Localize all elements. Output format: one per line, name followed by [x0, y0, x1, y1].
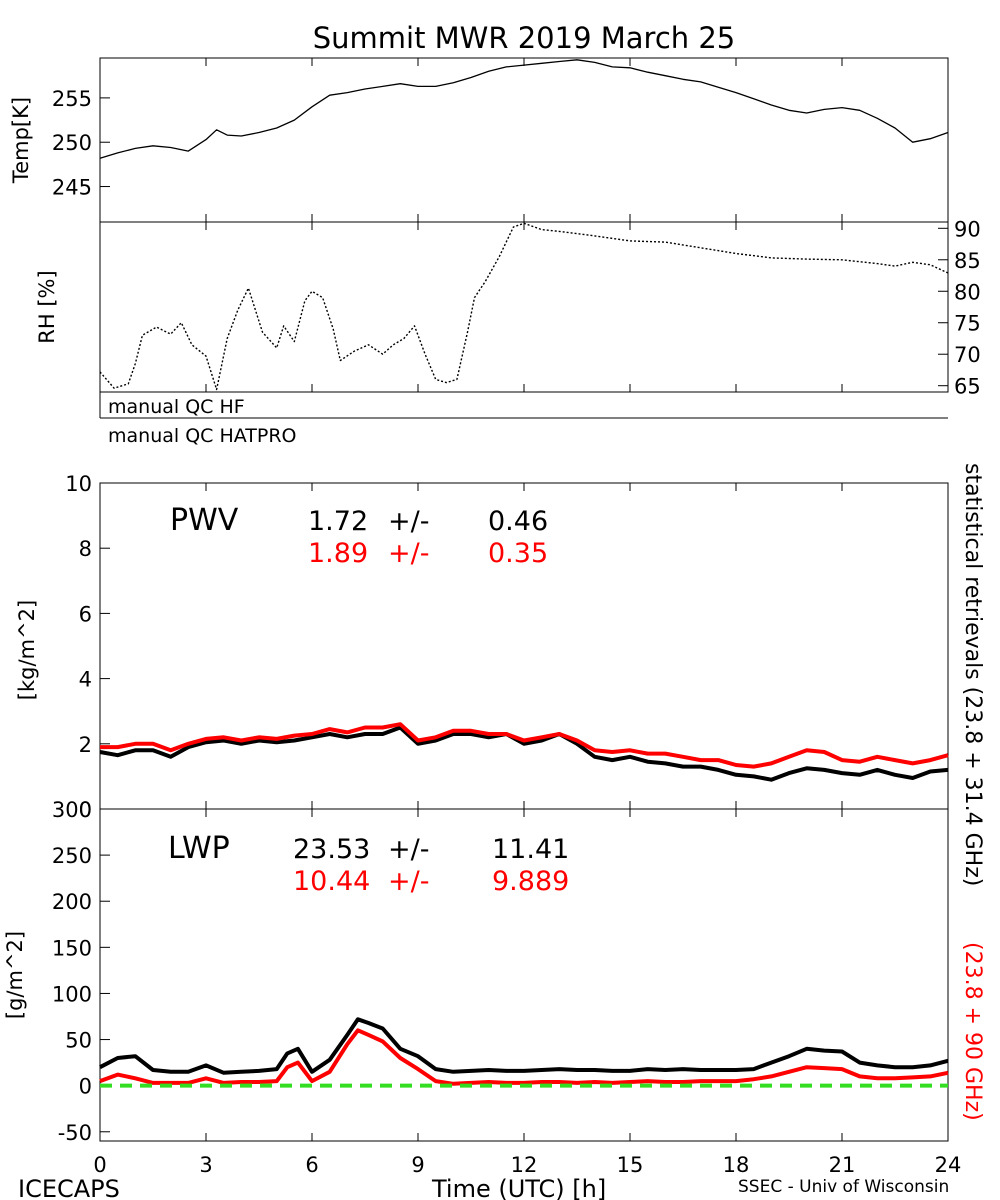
rh-ytick-label: 90	[954, 217, 981, 241]
pwv-ylabel: [kg/m^2]	[15, 600, 39, 700]
pwv-black-mean: 1.72	[308, 506, 368, 537]
lwp-black-mean: 23.53	[293, 834, 370, 865]
lwp-red-sd: 9.889	[492, 866, 569, 897]
qc-hf-label: manual QC HF	[108, 396, 245, 418]
lwp-red-pm: +/-	[388, 866, 429, 897]
xtick-label: 12	[511, 1153, 538, 1177]
temp-ytick-label: 250	[52, 131, 92, 155]
footer-right: SSEC - Univ of Wisconsin	[738, 1177, 949, 1197]
rh-ylabel: RH [%]	[35, 270, 59, 343]
side-label-red: (23.8 + 90 GHz)	[960, 942, 985, 1121]
side-label-black: statistical retrievals (23.8 + 31.4 GHz)	[960, 463, 985, 886]
pwv-label: PWV	[170, 503, 239, 538]
pwv-ytick-label: 2	[79, 733, 92, 757]
lwp-ytick-label: 250	[52, 844, 92, 868]
lwp-ytick-label: 150	[52, 936, 92, 960]
pwv-black-sd: 0.46	[488, 506, 548, 537]
lwp-ytick-label: 50	[65, 1029, 92, 1053]
rh-ytick-label: 85	[954, 249, 981, 273]
temp-ylabel: Temp[K]	[9, 97, 33, 184]
pwv-ytick-label: 4	[79, 668, 92, 692]
xtick-label: 0	[93, 1153, 106, 1177]
footer-xlabel: Time (UTC) [h]	[431, 1175, 606, 1200]
footer-left: ICECAPS	[18, 1175, 120, 1200]
xtick-label: 6	[305, 1153, 318, 1177]
xtick-label: 18	[723, 1153, 750, 1177]
temp-ytick-label: 255	[52, 87, 92, 111]
pwv-ytick-label: 8	[79, 537, 92, 561]
pwv-black-pm: +/-	[388, 506, 429, 537]
temp-series-0	[99, 59, 949, 159]
pwv-red-pm: +/-	[388, 538, 429, 569]
rh-panel-frame	[99, 221, 949, 393]
xtick-label: 3	[199, 1153, 212, 1177]
lwp-ytick-label: -50	[58, 1121, 92, 1145]
lwp-label: LWP	[168, 831, 230, 866]
qc-hatpro-label: manual QC HATPRO	[108, 425, 297, 447]
lwp-ytick-label: 300	[52, 798, 92, 822]
rh-ytick-label: 65	[954, 375, 981, 399]
lwp-ytick-label: 0	[79, 1075, 92, 1099]
lwp-black-sd: 11.41	[492, 834, 569, 865]
lwp-red-mean: 10.44	[293, 866, 370, 897]
rh-series-0	[99, 222, 949, 391]
pwv-red-sd: 0.35	[488, 538, 548, 569]
pwv-series-1	[100, 722, 949, 769]
xtick-label: 15	[617, 1153, 644, 1177]
pwv-ytick-label: 10	[65, 472, 92, 496]
pwv-red-mean: 1.89	[308, 538, 368, 569]
page-title: Summit MWR 2019 March 25	[313, 21, 736, 55]
lwp-ytick-label: 200	[52, 890, 92, 914]
lwp-series-1	[99, 1028, 949, 1086]
temp-panel-frame	[99, 57, 949, 223]
lwp-ylabel: [g/m^2]	[3, 931, 27, 1019]
rh-ytick-label: 75	[954, 312, 981, 336]
pwv-ytick-label: 0	[79, 798, 92, 822]
rh-ytick-label: 70	[954, 343, 981, 367]
temp-ytick-label: 245	[52, 176, 92, 200]
lwp-black-pm: +/-	[388, 834, 429, 865]
pwv-series-0	[99, 725, 949, 782]
xtick-label: 24	[935, 1153, 962, 1177]
lwp-ytick-label: 100	[52, 982, 92, 1006]
xtick-label: 9	[411, 1153, 424, 1177]
pwv-ytick-label: 6	[79, 602, 92, 626]
rh-ytick-label: 80	[954, 280, 981, 304]
lwp-series-0	[99, 1017, 949, 1075]
xtick-label: 21	[829, 1153, 856, 1177]
